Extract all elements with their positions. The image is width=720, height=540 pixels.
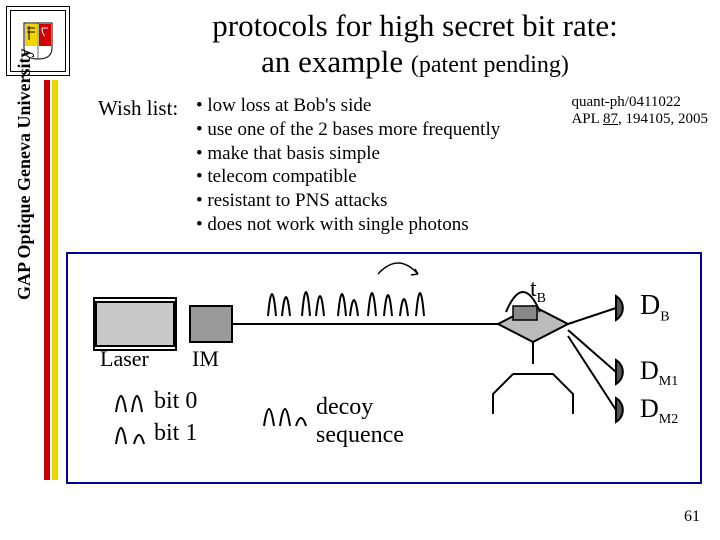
DM1-label: DM1 (640, 356, 678, 390)
bit1-label: bit 1 (154, 420, 197, 447)
page-number: 61 (684, 508, 700, 526)
list-item: use one of the 2 bases more frequently (196, 118, 500, 142)
wish-list: low loss at Bob's side use one of the 2 … (196, 94, 500, 237)
citation-rest: , 194105, 2005 (618, 111, 708, 127)
list-item: low loss at Bob's side (196, 94, 500, 118)
slide-title: protocols for high secret bit rate: an e… (120, 8, 710, 79)
sidebar-institution: GAP Optique Geneva University (14, 49, 35, 301)
im-label: IM (192, 346, 219, 372)
list-item: does not work with single photons (196, 213, 500, 237)
title-line-2b: (patent pending) (411, 52, 569, 78)
citation: quant-ph/0411022 APL 87, 194105, 2005 (571, 94, 708, 128)
list-item: make that basis simple (196, 142, 500, 166)
citation-volume: 87 (603, 111, 618, 127)
tB-label: tB (530, 276, 546, 307)
DB-label: DB (640, 290, 670, 326)
laser-label: Laser (100, 346, 149, 372)
list-item: resistant to PNS attacks (196, 189, 500, 213)
accent-bar-yellow (52, 80, 58, 480)
citation-journal: APL (571, 111, 603, 127)
wish-list-label: Wish list: (98, 96, 178, 121)
sequence-label: sequence (316, 422, 404, 449)
list-item: telecom compatible (196, 165, 500, 189)
DM2-label: DM2 (640, 394, 678, 428)
protocol-diagram: Laser IM bit 0 bit 1 decoy sequence tB D… (66, 252, 702, 484)
decoy-label: decoy (316, 394, 373, 421)
bit0-label: bit 0 (154, 388, 197, 415)
accent-bar-red (44, 80, 50, 480)
title-line-2a: an example (261, 44, 403, 79)
title-line-1: protocols for high secret bit rate: (212, 8, 617, 43)
citation-line1: quant-ph/0411022 (571, 94, 680, 110)
